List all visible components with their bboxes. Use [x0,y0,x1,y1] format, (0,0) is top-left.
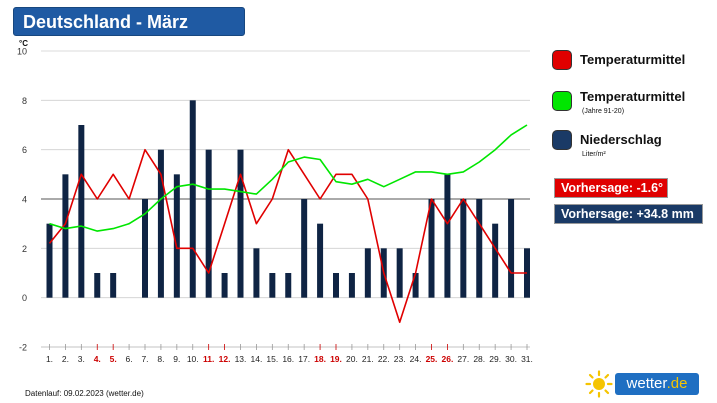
x-tick-label: 2. [62,354,69,364]
precip-bar [269,273,276,298]
legend-rain-sub: Liter/m² [582,151,606,158]
x-tick-label: 6. [126,354,133,364]
climate-line [49,124,528,232]
y-axis: -2 0 2 4 6 8 10°C [17,39,28,353]
legend-clim-label: Temperaturmittel [580,89,686,104]
x-tick-label: 7. [141,354,148,364]
x-tick-label: 23. [394,354,406,364]
legend-clim-sub: (Jahre 91-20) [582,108,625,115]
precip-bar [317,223,324,298]
legend-temp-swatch [552,50,572,70]
precip-bars [46,100,530,298]
precip-bar [412,273,419,298]
x-tick-label: 10. [187,354,199,364]
footer-data-run: Datenlauf: 09.02.2023 (wetter.de) [25,389,144,398]
y-axis-label: °C [19,39,28,48]
legend-clim-swatch [552,91,572,111]
x-tick-label: 18. [314,354,326,364]
y-tick-label: 0 [22,293,27,303]
wetter-logo[interactable]: wetter.de [585,370,701,398]
x-tick-label: 31. [521,354,533,364]
precip-bar [157,149,164,298]
y-tick-label: 2 [22,244,27,254]
temp-lines [48,124,528,324]
x-tick-label: 30. [505,354,517,364]
x-tick-label: 3. [78,354,85,364]
x-tick-label: 1. [46,354,53,364]
precip-bar [396,248,403,298]
precip-bar [78,125,85,298]
x-tick-label: 13. [235,354,247,364]
logo-text: wetter.de [615,373,699,395]
x-tick-label: 20. [346,354,358,364]
precip-bar [221,273,228,298]
precip-bar [110,273,117,298]
precip-bar [205,149,212,298]
x-tick-label: 26. [442,354,454,364]
legend-rain-label: Niederschlag [580,132,662,147]
precip-bar [189,100,196,298]
x-tick-label: 15. [266,354,278,364]
x-tick-label: 17. [298,354,310,364]
x-tick-label: 16. [282,354,294,364]
precip-bar [173,174,180,298]
x-tick-label: 9. [173,354,180,364]
y-tick-label: 8 [22,96,27,106]
x-tick-label: 12. [219,354,231,364]
precip-bar [364,248,371,298]
x-tick-label: 11. [203,354,214,364]
x-tick-label: 29. [489,354,501,364]
precip-bar [444,174,451,298]
x-tick-label: 14. [251,354,263,364]
x-tick-label: 28. [473,354,485,364]
precip-bar [46,223,53,298]
precip-bar [508,199,515,298]
x-axis: 1. 2. 3. 4. 5. 6. 7. 8. 9. 10. 11. 12. 13. 14. 15. 16. 1… [41,344,533,364]
y-tick-label: 6 [22,145,27,155]
precip-bar [333,273,339,298]
precip-bar [253,248,260,298]
precip-bar [428,199,435,298]
precip-bar [285,273,292,298]
precip-bar [348,273,355,298]
precip-bar [476,199,483,298]
precip-bar [62,174,69,298]
forecast-rain: Vorhersage: +34.8 mm [554,204,703,224]
legend-rain-swatch [552,130,572,150]
legend-temp-label: Temperaturmittel [580,52,686,67]
x-tick-label: 5. [110,354,117,364]
x-tick-label: 27. [457,354,469,364]
precip-bar [94,273,101,298]
x-tick-label: 22. [378,354,390,364]
x-tick-label: 24. [410,354,422,364]
sun-icon [585,370,613,398]
x-tick-label: 21. [362,354,374,364]
grid [41,50,530,348]
y-tick-label: 4 [22,195,27,205]
x-tick-label: 8. [157,354,164,364]
temperature-line [48,148,527,324]
precip-bar [237,149,244,298]
precip-bar [301,199,308,298]
precip-bar [460,199,467,298]
page-title: Deutschland - März [13,7,245,36]
precip-bar [142,199,148,298]
x-tick-label: 4. [94,354,101,364]
x-tick-label: 19. [330,354,342,364]
x-tick-label: 25. [426,354,438,364]
precip-bar [492,223,499,298]
y-tick-label: 10 [17,47,27,57]
y-tick-label: -2 [19,343,27,353]
forecast-temp: Vorhersage: -1.6° [554,178,668,198]
